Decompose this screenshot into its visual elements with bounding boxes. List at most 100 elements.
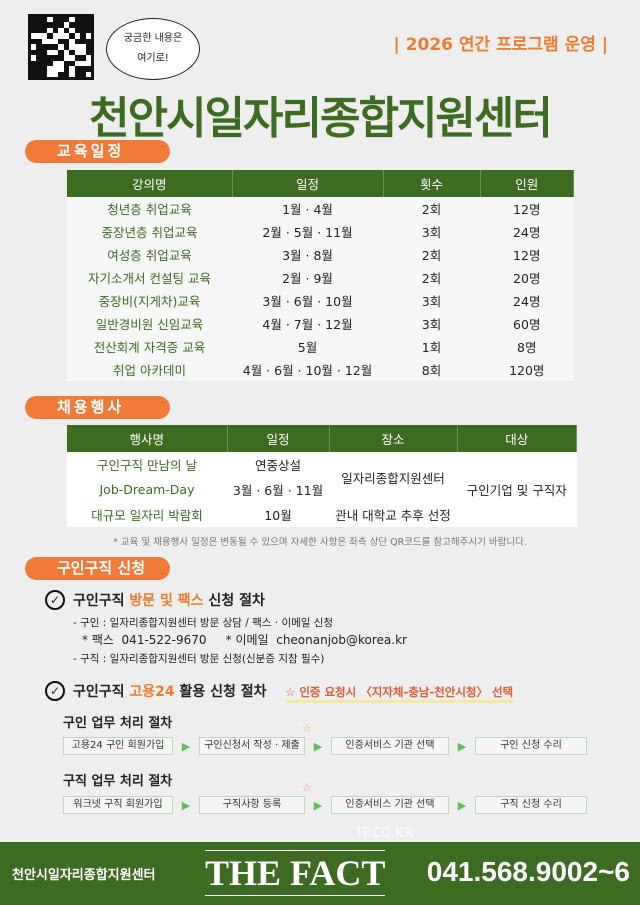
tagline: | 2026 연간 프로그램 운영 | xyxy=(393,35,608,55)
flow-step: 구직 신청 수리 xyxy=(475,796,587,814)
event-name: Job-Dream-Day xyxy=(67,477,227,502)
qr-module xyxy=(41,66,48,72)
qr-module xyxy=(41,49,48,56)
heading-text: 활용 신청 절차 xyxy=(174,684,267,700)
qr-module xyxy=(85,60,91,67)
qr-module xyxy=(69,44,75,50)
qr-module xyxy=(80,49,86,56)
speech-bubble: 궁금한 내용은 여기로! xyxy=(106,18,200,80)
qr-module xyxy=(41,22,48,28)
course-sessions: 2회 xyxy=(383,243,480,266)
course-name: 여성층 취업교육 xyxy=(67,243,232,266)
qr-module xyxy=(52,55,59,61)
qr-module xyxy=(63,38,70,45)
qr-module xyxy=(41,44,48,50)
qr-module xyxy=(58,17,64,23)
qr-module xyxy=(85,33,91,39)
course-sessions: 3회 xyxy=(383,289,480,312)
flow-step: 인증서비스 기관 선택 xyxy=(331,796,449,814)
qr-module xyxy=(69,55,75,61)
qr-module xyxy=(80,38,86,45)
course-schedule: 4월 · 7월 · 12월 xyxy=(232,312,383,335)
course-capacity: 24명 xyxy=(480,289,574,312)
qr-module xyxy=(58,66,64,72)
watermark-site: TF.CO.KR xyxy=(355,826,413,841)
qr-module xyxy=(63,17,70,23)
qr-module xyxy=(52,17,59,23)
qr-module xyxy=(74,33,81,39)
event-name: 구인구직 만남의 날 xyxy=(67,452,227,477)
qr-module xyxy=(47,27,53,34)
qr-module xyxy=(80,55,86,61)
qr-module xyxy=(69,49,75,56)
flow-step: 구인신청서 작성 · 제출 xyxy=(199,737,305,755)
section-education: 교육일정 xyxy=(25,140,170,163)
qr-module xyxy=(63,44,70,50)
qr-module xyxy=(74,71,81,77)
visit-line-seeker: - 구직 : 일자리종합지원센터 방문 신청(신분증 지참 필수) xyxy=(73,653,325,665)
qr-module xyxy=(58,33,64,39)
qr-module xyxy=(47,33,53,39)
col-header: 횟수 xyxy=(383,170,481,197)
qr-module xyxy=(63,55,70,61)
qr-module xyxy=(36,38,42,45)
qr-module xyxy=(31,49,37,56)
flow-step: 인증서비스 기관 선택 xyxy=(331,737,449,755)
qr-module xyxy=(80,44,86,50)
footer: 천안시일자리종합지원센터 THE FACT 041.568.9002~6 xyxy=(0,842,640,905)
qr-module xyxy=(69,71,75,77)
qr-module xyxy=(58,27,64,34)
events-table: 행사명 일정 장소 대상 구인구직 만남의 날 연중상설 일자리종합지원센터 구인기업… xyxy=(67,425,577,527)
course-name: 취업 아카데미 xyxy=(67,358,232,381)
qr-code[interactable] xyxy=(28,14,94,80)
star-icon: ☆ xyxy=(302,781,312,794)
qr-module xyxy=(85,55,91,61)
qr-module xyxy=(52,71,59,77)
qr-module xyxy=(47,44,53,50)
qr-module xyxy=(85,38,91,45)
qr-module xyxy=(63,66,70,72)
qr-module xyxy=(31,33,37,39)
course-capacity: 60명 xyxy=(480,312,574,335)
qr-module xyxy=(74,27,81,34)
qr-module xyxy=(47,71,53,77)
course-capacity: 24명 xyxy=(480,220,574,243)
qr-module xyxy=(58,38,64,45)
qr-module xyxy=(31,71,37,77)
col-header: 대상 xyxy=(457,425,577,452)
course-schedule: 4월 · 6월 · 10월 · 12월 xyxy=(232,358,383,381)
qr-module xyxy=(80,33,86,39)
qr-module xyxy=(31,17,37,23)
qr-module xyxy=(36,22,42,28)
heading-highlight: 방문 및 팩스 xyxy=(129,593,204,609)
qr-module xyxy=(63,27,70,34)
fax-number: 041-522-9670 xyxy=(121,633,207,647)
course-name: 중장비(지게차)교육 xyxy=(67,289,232,312)
star-icon: ☆ xyxy=(302,722,312,735)
course-schedule: 3월 · 8월 xyxy=(232,243,383,266)
visit-line-employer: - 구인 : 일자리종합지원센터 방문 상담 / 팩스 · 이메일 신청 xyxy=(73,617,334,629)
qr-module xyxy=(80,17,86,23)
bubble-text: 궁금한 내용은 xyxy=(123,33,183,44)
qr-module xyxy=(36,17,42,23)
course-name: 일반경비원 신임교육 xyxy=(67,312,232,335)
course-sessions: 1회 xyxy=(383,335,480,358)
arrow-right-icon: ▶ xyxy=(313,798,323,812)
event-target: 구인기업 및 구직자 xyxy=(457,452,577,527)
arrow-right-icon: ▶ xyxy=(457,739,467,753)
email-address[interactable]: cheonanjob@korea.kr xyxy=(276,633,407,647)
qr-module xyxy=(69,22,75,28)
qr-module xyxy=(52,22,59,28)
event-schedule: 10월 xyxy=(227,502,329,527)
table-row: 자기소개서 컨설팅 교육 2월 · 9월 2회 20명 xyxy=(67,266,574,289)
employer-flow-title: 구인 업무 처리 절차 xyxy=(63,716,173,731)
qr-module xyxy=(52,44,59,50)
check-circle-icon: ✓ xyxy=(45,681,65,701)
col-header: 행사명 xyxy=(67,425,228,452)
visit-heading: ✓ 구인구직 방문 및 팩스 신청 절차 xyxy=(45,590,265,610)
qr-module xyxy=(36,49,42,56)
qr-module xyxy=(31,55,37,61)
qr-module xyxy=(31,60,37,67)
qr-module xyxy=(63,22,70,28)
qr-module xyxy=(69,33,75,39)
